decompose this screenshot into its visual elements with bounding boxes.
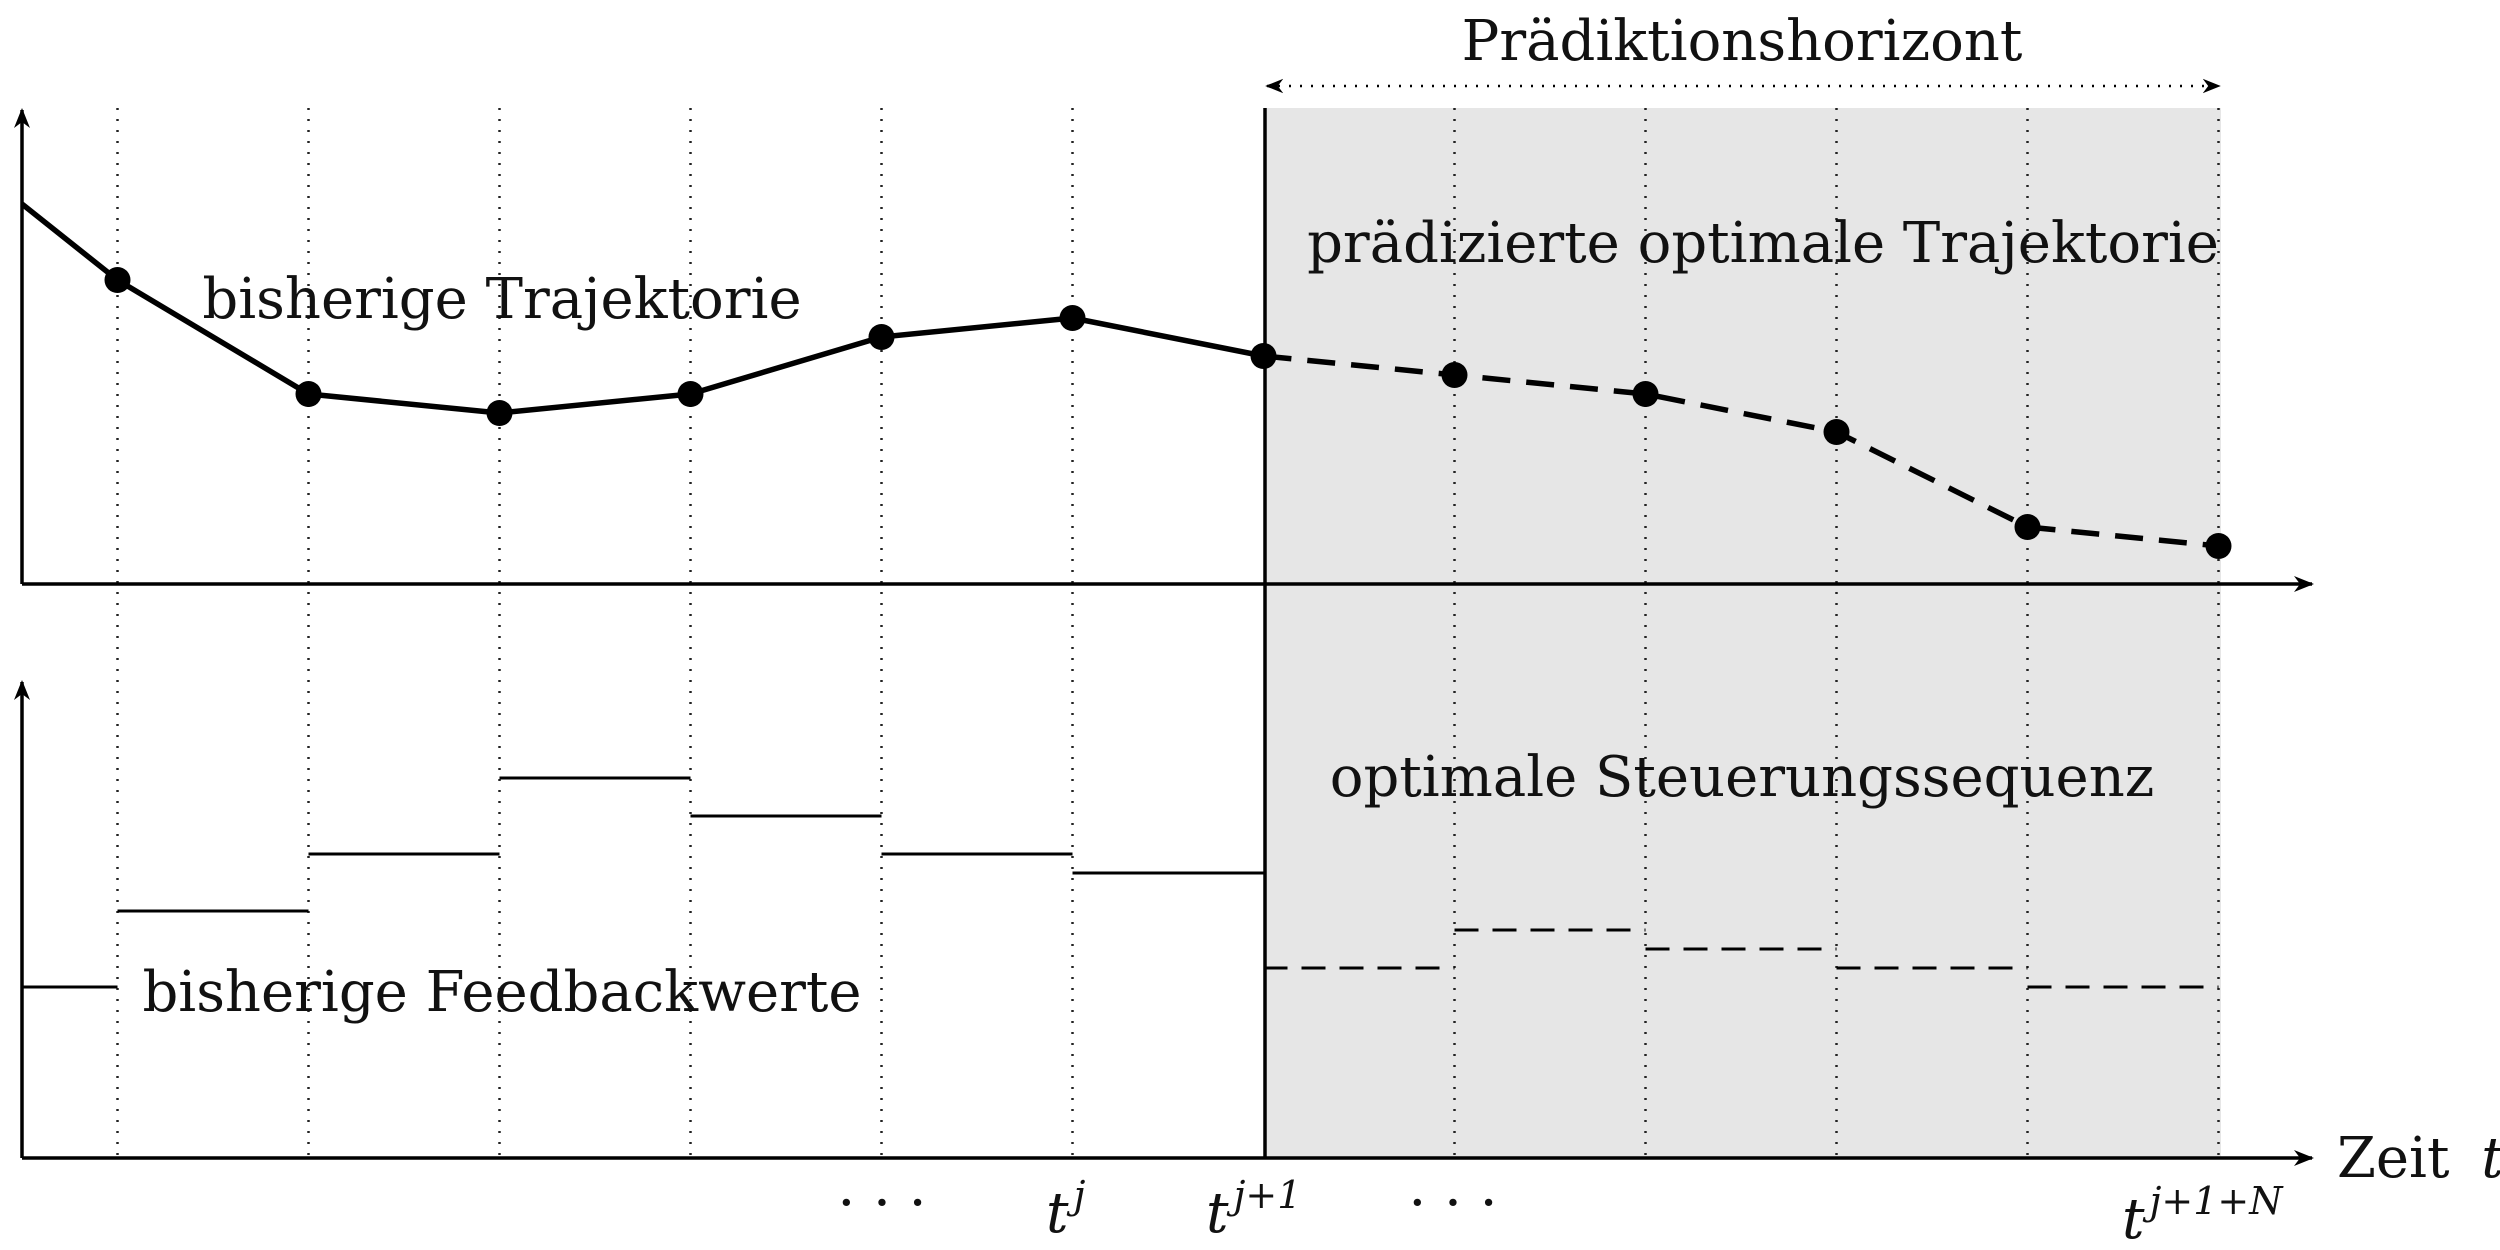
prediction-horizon-label: Prädiktionshorizont — [1462, 9, 2023, 74]
predicted-trajectory-point-5 — [2205, 533, 2232, 559]
past-trajectory-point-3 — [486, 400, 513, 426]
past-trajectory-point-6 — [1059, 305, 1086, 331]
time-axis-label: Zeit t — [2337, 1126, 2500, 1191]
tick-tj1-base: t — [1206, 1181, 1229, 1246]
past-trajectory-label: bisherige Trajektorie — [202, 267, 801, 332]
predicted-trajectory-line — [1263, 353, 2219, 549]
past-trajectory-point-5 — [868, 324, 895, 350]
tick-ellipsis-right: · · · — [1408, 1171, 1497, 1236]
tick-tj1: t j+1 — [1206, 1173, 1301, 1246]
tick-tj-base: t — [1046, 1181, 1069, 1246]
past-trajectory-point-2 — [295, 381, 322, 407]
past-feedback-label: bisherige Feedbackwerte — [142, 960, 861, 1025]
predicted-trajectory-label: prädizierte optimale Trajektorie — [1307, 211, 2219, 276]
trajectory-plot — [20, 201, 2232, 559]
tick-tjN-sup: j+1+N — [2143, 1179, 2285, 1223]
time-axis-symbol: t — [2481, 1126, 2500, 1191]
predicted-trajectory-point-1 — [1441, 362, 1468, 388]
past-trajectory-point-7 — [1250, 343, 1277, 369]
tick-tj: t j — [1046, 1173, 1086, 1246]
past-trajectory-point-4 — [677, 381, 704, 407]
past-trajectory-point-1 — [104, 267, 131, 293]
predicted-trajectory-point-3 — [1823, 419, 1850, 445]
prediction-region — [1265, 108, 2221, 1158]
tick-tjN: t j+1+N — [2122, 1179, 2284, 1250]
control-plot — [22, 776, 2219, 989]
predicted-trajectory-point-2 — [1632, 381, 1659, 407]
optimal-control-label: optimale Steuerungssequenz — [1330, 745, 2155, 810]
predicted-trajectory-point-4 — [2014, 514, 2041, 540]
tick-ellipsis-left: · · · — [837, 1171, 926, 1236]
past-trajectory-line — [20, 201, 1265, 416]
tick-tj1-sup: j+1 — [1227, 1173, 1302, 1217]
tick-tj-sup: j — [1067, 1173, 1086, 1217]
tick-tjN-base: t — [2122, 1187, 2145, 1250]
time-axis-word: Zeit — [2337, 1126, 2450, 1191]
